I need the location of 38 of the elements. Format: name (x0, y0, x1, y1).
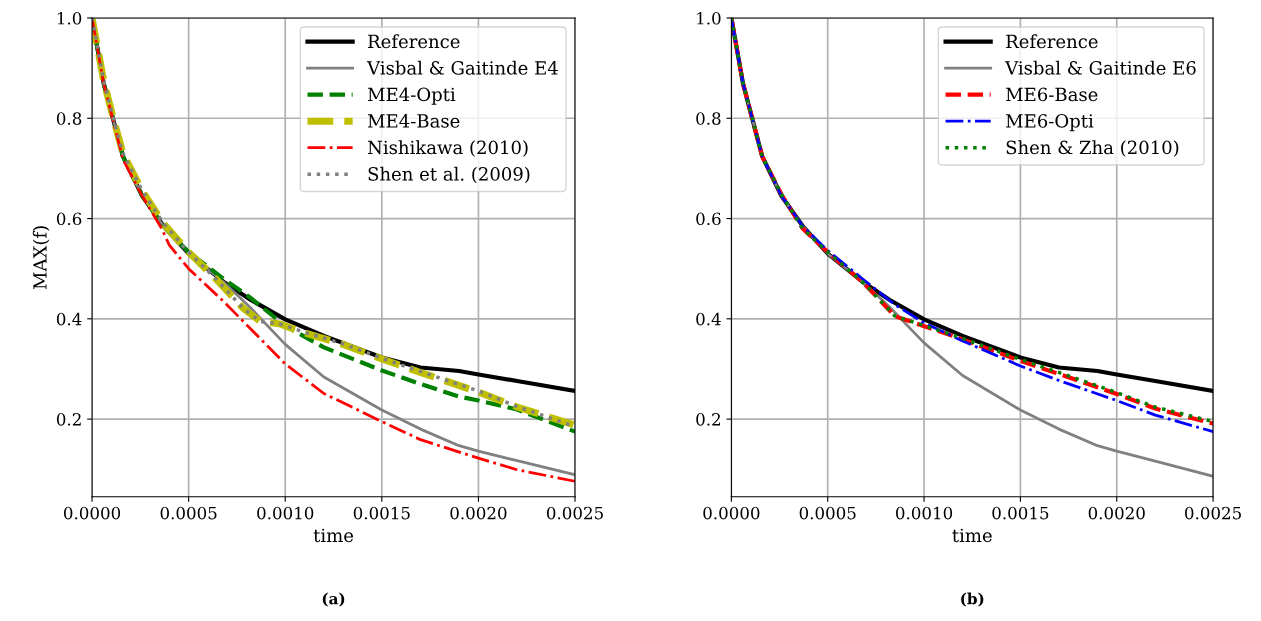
x-tick-label: 0.0015 (992, 506, 1049, 520)
legend-label: Shen & Zha (2010) (1006, 140, 1179, 157)
legend-label: Reference (1006, 34, 1098, 49)
legend-label: Nishikawa (2010) (367, 140, 528, 157)
y-axis-title: MAX(f) (32, 226, 50, 290)
y-tick-label: 0.6 (56, 212, 82, 226)
y-tick-label: 0.2 (56, 413, 81, 426)
x-axis-title: time (952, 528, 992, 543)
y-tick-label: 0.4 (56, 312, 82, 326)
x-tick-label: 0.0025 (1185, 506, 1241, 520)
x-axis-title: time (313, 528, 354, 543)
legend-label: ME4-Opti (367, 87, 456, 105)
y-tick-label: 0.6 (696, 212, 721, 226)
y-tick-label: 0.2 (696, 413, 721, 426)
legend-label: Visbal & Gaitinde E4 (366, 60, 558, 75)
x-tick-label: 0.0000 (703, 506, 760, 520)
y-tick-label: 1.0 (57, 11, 82, 25)
x-tick-label: 0.0005 (799, 506, 856, 520)
y-tick-label: 1.0 (697, 11, 721, 25)
x-tick-label: 0.0020 (450, 506, 507, 520)
x-tick-label: 0.0000 (63, 506, 121, 520)
x-tick-label: 0.0025 (546, 506, 603, 520)
y-tick-label: 0.4 (696, 312, 721, 326)
legend-label: ME6-Base (1006, 87, 1098, 102)
text: (a) (322, 592, 345, 607)
x-tick-label: 0.0010 (257, 506, 314, 520)
legend-label: Reference (368, 34, 460, 49)
x-tick-label: 0.0020 (1088, 506, 1145, 520)
legend-label: Shen et al. (2009) (368, 166, 530, 184)
x-tick-label: 0.0015 (353, 506, 410, 520)
legend-label: ME6-Opti (1006, 114, 1094, 132)
y-tick-label: 0.8 (696, 112, 721, 125)
legend-label: Visbal & Gaitinde E6 (1004, 60, 1196, 75)
legend-label: ME4-Base (367, 114, 460, 128)
x-tick-label: 0.0010 (896, 506, 953, 520)
y-tick-label: 0.8 (56, 112, 82, 125)
x-tick-label: 0.0005 (160, 506, 217, 520)
text: (b) (961, 592, 984, 607)
